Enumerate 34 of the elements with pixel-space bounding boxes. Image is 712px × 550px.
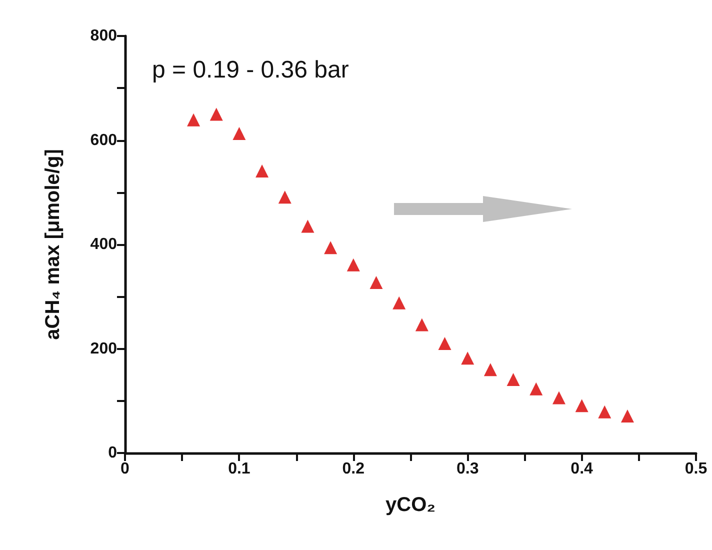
x-tick-label: 0.2 bbox=[342, 460, 365, 478]
point bbox=[575, 399, 588, 412]
point bbox=[598, 405, 612, 418]
y-tick-label: 200 bbox=[90, 340, 118, 358]
x-tick-label: 0.3 bbox=[456, 460, 479, 478]
x-tick-label: 0.5 bbox=[684, 460, 708, 478]
y-tick-label: 0 bbox=[108, 444, 118, 462]
point bbox=[461, 352, 474, 365]
point bbox=[415, 318, 428, 332]
point bbox=[187, 113, 200, 126]
x-axis-title: yCO₂ bbox=[385, 494, 436, 516]
point bbox=[232, 126, 246, 140]
annotation: p = 0.19 - 0.36 bar bbox=[152, 56, 349, 84]
y-tick-label: 400 bbox=[90, 236, 118, 253]
point bbox=[370, 276, 383, 290]
x-tick-label: 0.1 bbox=[228, 460, 250, 478]
point bbox=[278, 190, 292, 204]
point bbox=[256, 164, 269, 178]
y-axis-title: aCH₄ max [μmole/g] bbox=[42, 149, 64, 340]
point bbox=[324, 241, 338, 254]
point bbox=[506, 373, 520, 386]
point bbox=[552, 391, 566, 404]
point bbox=[210, 108, 223, 121]
point bbox=[620, 409, 634, 422]
x-tick-label: 0.4 bbox=[570, 460, 594, 478]
point bbox=[438, 337, 452, 350]
x-tick-label: 0 bbox=[120, 460, 130, 478]
y-tick-label: 800 bbox=[90, 28, 118, 44]
y-tick-label: 600 bbox=[90, 132, 118, 149]
point bbox=[530, 382, 543, 396]
point bbox=[392, 296, 406, 310]
point bbox=[346, 258, 360, 272]
point bbox=[301, 220, 314, 233]
point bbox=[484, 363, 497, 376]
